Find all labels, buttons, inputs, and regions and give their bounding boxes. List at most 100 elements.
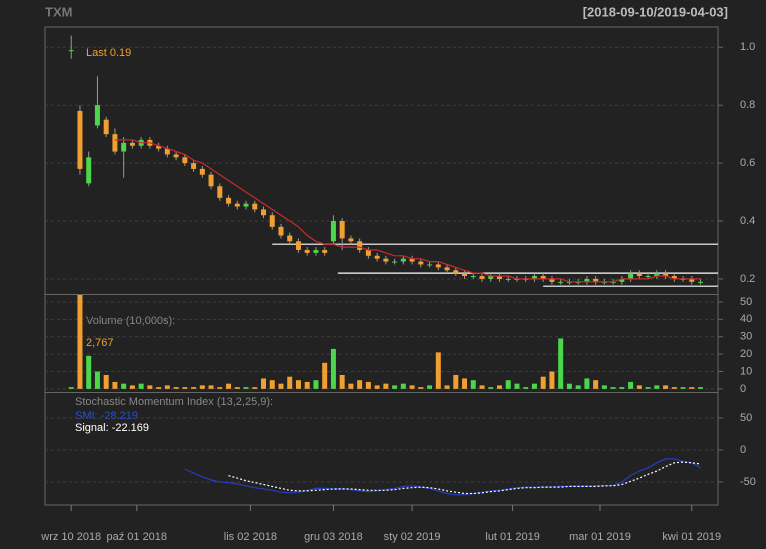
candle-body [287, 235, 293, 242]
y-tick-label: -50 [740, 476, 756, 488]
y-tick-label: 10 [740, 365, 752, 377]
volume-bar [680, 387, 686, 389]
y-tick-label: 0 [740, 383, 746, 395]
candle-body [453, 270, 459, 274]
x-tick-label: wrz 10 2018 [40, 531, 101, 543]
volume-bar [584, 378, 590, 389]
volume-bar [575, 385, 581, 389]
volume-bar [269, 380, 275, 389]
volume-bar [348, 383, 354, 389]
volume-bar [261, 378, 267, 389]
candle-body [313, 249, 319, 253]
volume-bar [278, 383, 284, 389]
candle-body [663, 273, 669, 277]
volume-bar [698, 387, 704, 389]
y-tick-label: 50 [740, 296, 752, 308]
candle-body [505, 278, 511, 280]
candle-body [698, 281, 704, 283]
volume-bar [671, 387, 677, 389]
y-tick-label: 30 [740, 331, 752, 343]
volume-bar [593, 380, 599, 389]
y-tick-label: 0.4 [740, 215, 755, 227]
candle-body [261, 209, 267, 216]
candle-body [330, 221, 336, 242]
y-tick-label: 0.2 [740, 273, 755, 285]
volume-bar [566, 383, 572, 389]
volume-bar [243, 387, 249, 389]
volume-bar [409, 385, 415, 389]
x-tick-label: sty 02 2019 [384, 531, 441, 543]
volume-bar [383, 383, 389, 389]
volume-bar [252, 387, 258, 389]
volume-bar [68, 387, 74, 389]
candle-body [322, 249, 328, 253]
candle-body [103, 119, 109, 135]
volume-bar [444, 385, 450, 389]
volume-bar [418, 387, 424, 389]
candle-body [462, 273, 468, 277]
candle-body [86, 157, 92, 184]
candle-body [654, 273, 660, 277]
candle-body [199, 168, 205, 175]
volume-bar [400, 383, 406, 389]
smi-title: Stochastic Momentum Index (13,2,25,9): [75, 396, 273, 408]
volume-bar [636, 385, 642, 389]
volume-bar [462, 378, 468, 389]
volume-bar [330, 348, 336, 389]
volume-label: Volume (10,000s): [86, 315, 175, 327]
candle-body [435, 264, 441, 268]
volume-bar [94, 371, 100, 389]
signal-label: Signal: -22.169 [75, 422, 149, 434]
candle-body [182, 157, 188, 164]
candle-body [540, 276, 546, 279]
volume-bar [619, 387, 625, 389]
chart-title: TXM [45, 4, 72, 19]
volume-bar [121, 383, 127, 389]
volume-bar [514, 383, 520, 389]
volume-bar [304, 381, 310, 389]
volume-bar [226, 383, 232, 389]
candle-body [112, 134, 118, 152]
volume-bar [628, 381, 634, 389]
candle-body [418, 261, 424, 265]
candle-body [619, 278, 625, 282]
candle-body [77, 110, 83, 169]
candle-body [252, 203, 258, 210]
volume-bar [208, 385, 214, 389]
volume-bar [357, 380, 363, 389]
candle-body [671, 276, 677, 279]
volume-bar [374, 385, 380, 389]
volume-bar [663, 385, 669, 389]
volume-bar [549, 371, 555, 389]
volume-bar [112, 381, 118, 389]
x-tick-label: lut 01 2019 [485, 531, 539, 543]
volume-bar [601, 385, 607, 389]
volume-bar [540, 376, 546, 389]
volume-bar [645, 387, 651, 389]
x-tick-label: lis 02 2018 [224, 531, 277, 543]
volume-bar [322, 362, 328, 389]
y-tick-label: 1.0 [740, 41, 755, 53]
volume-bar [479, 385, 485, 389]
volume-bar [199, 385, 205, 389]
volume-bar [365, 381, 371, 389]
volume-bar [217, 387, 223, 389]
volume-bar [488, 387, 494, 389]
volume-bar [77, 295, 83, 389]
candle-body [304, 249, 310, 253]
volume-bar [505, 380, 511, 389]
candle-body [121, 142, 127, 152]
volume-bar [295, 380, 301, 389]
date-range: [2018-09-10/2019-04-03] [583, 4, 728, 19]
volume-bar [689, 387, 695, 389]
y-tick-label: 20 [740, 348, 752, 360]
volume-bar [558, 338, 564, 389]
last-label: Last 0.19 [86, 47, 131, 59]
volume-bar [392, 385, 398, 389]
volume-bar [129, 385, 135, 389]
volume-bar [234, 387, 240, 389]
volume-bar [287, 376, 293, 389]
candle-body [383, 258, 389, 262]
candle-body [226, 197, 232, 204]
